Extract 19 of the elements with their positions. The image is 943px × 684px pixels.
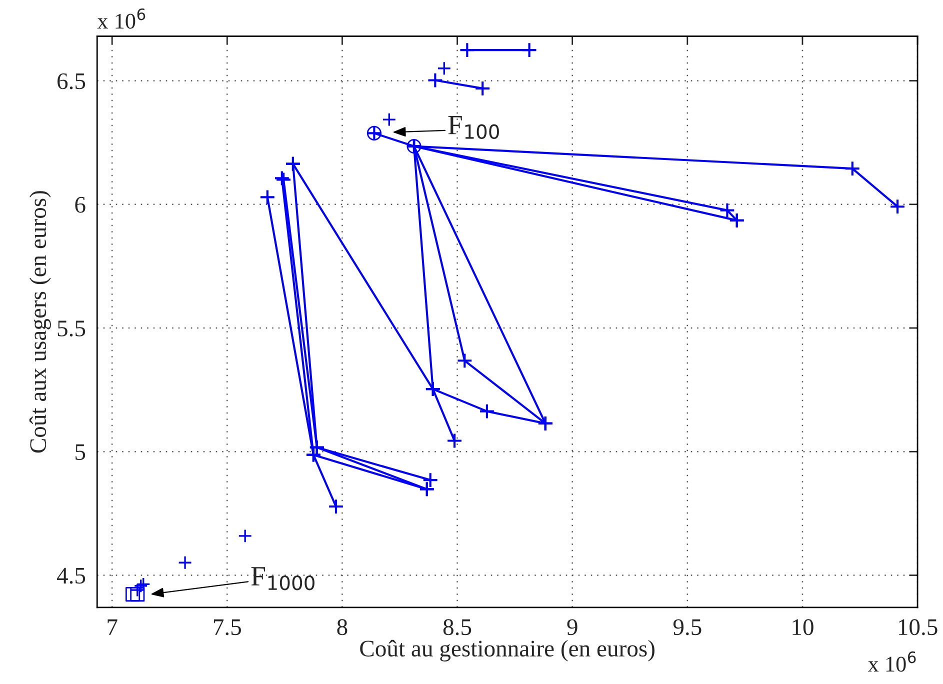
y-tick-label: 4.5	[56, 568, 86, 584]
x-tick-label: 10	[792, 619, 814, 636]
x-tick-label: 8	[337, 619, 348, 636]
x-tick-label: 10.5	[898, 619, 938, 636]
y-tick-label: 6	[75, 196, 86, 213]
x-tick-label: 9	[567, 619, 578, 636]
x-tick-label: 7	[108, 619, 118, 635]
y-tick-label: 5.5	[58, 320, 86, 337]
annotation: F$_{100}$	[448, 116, 499, 140]
annotation: F$_{1000}$	[251, 567, 314, 590]
text: x 10$^{6}$	[97, 8, 146, 29]
y-tick-label: 5	[76, 444, 86, 460]
text: x 10$^{6}$	[868, 651, 916, 672]
x-tick-label: 7.5	[214, 619, 241, 636]
x-tick-label: 8.5	[443, 619, 472, 636]
x-axis-title: Coût au gestionnaire (en euros)	[360, 640, 654, 662]
y-tick-label: 6.5	[58, 73, 86, 90]
y-axis-title: Coût aux usagers (en euros)	[29, 191, 51, 453]
x-tick-label: 9.5	[673, 619, 702, 636]
